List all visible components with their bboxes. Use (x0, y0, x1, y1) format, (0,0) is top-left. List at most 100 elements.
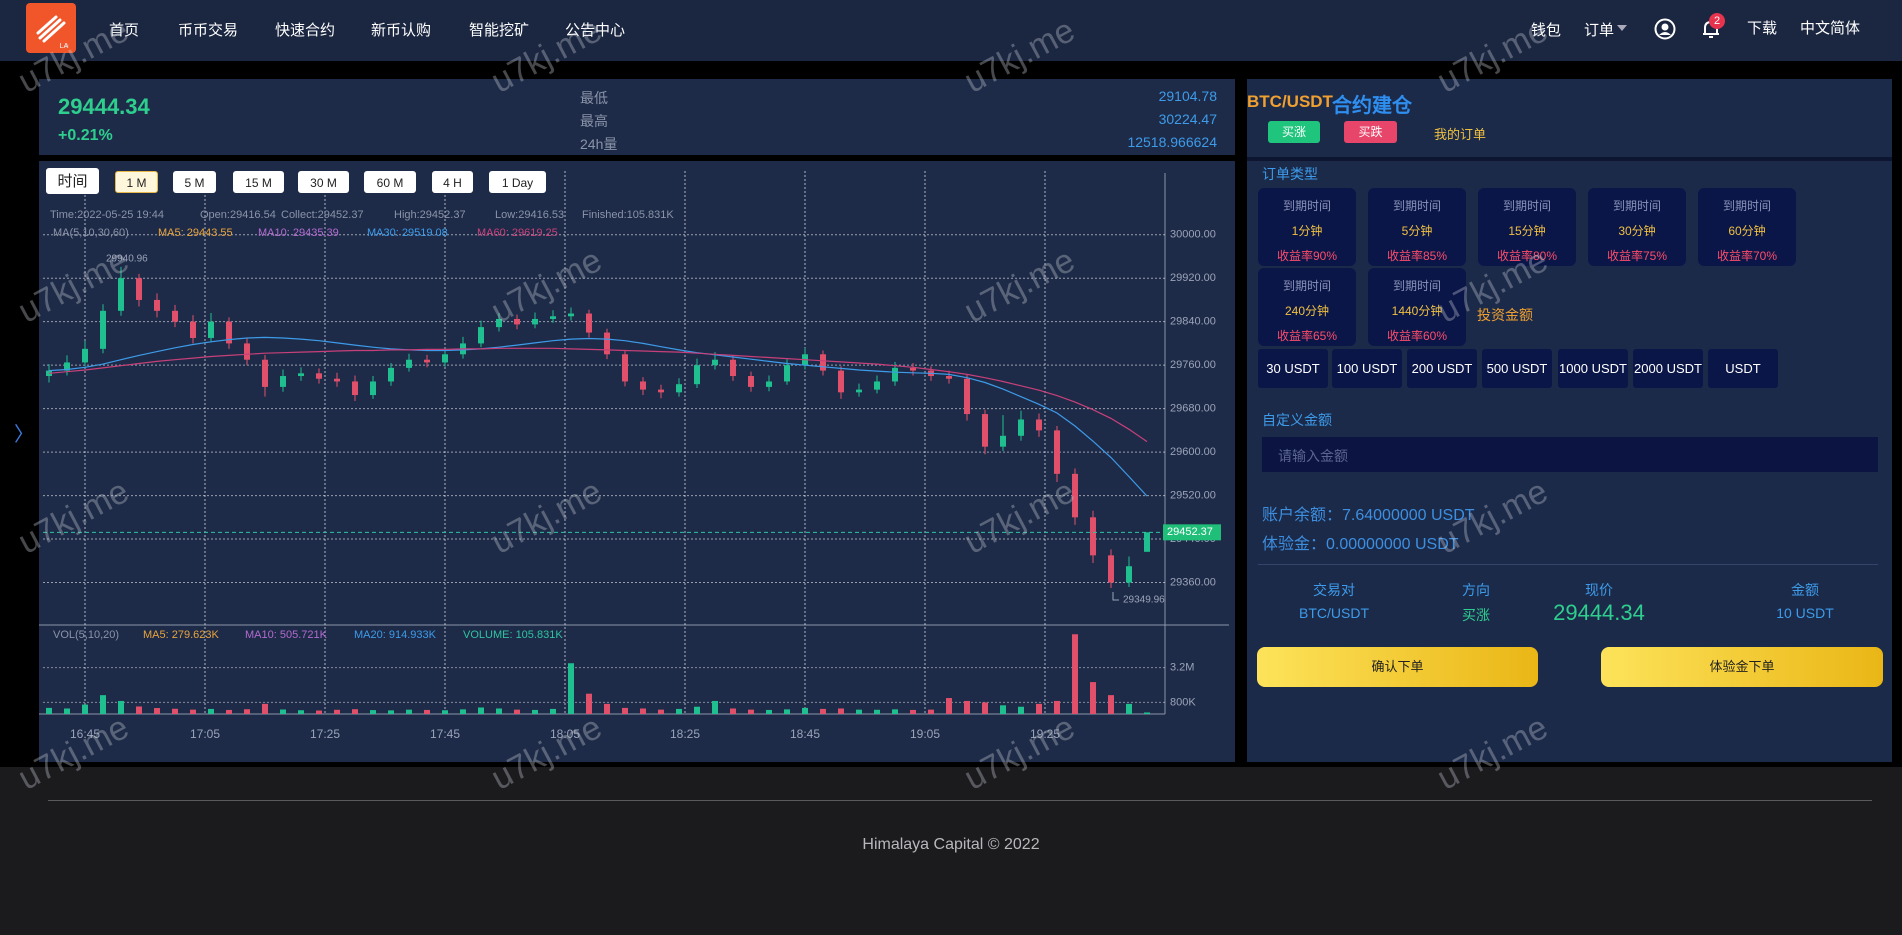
dropdown-caret[interactable] (1617, 25, 1627, 31)
language-link[interactable]: 中文简体 (1800, 20, 1861, 37)
volume-bar (316, 710, 322, 714)
y-tick-label: 29520.00 (1170, 489, 1216, 501)
volume-bar (946, 698, 952, 714)
timeframe-button[interactable]: 5 M (173, 171, 216, 193)
my-orders-link[interactable]: 我的订单 (1434, 127, 1487, 142)
candle-body (100, 310, 106, 349)
volume-bar (118, 700, 124, 714)
divider (1258, 564, 1878, 565)
volume-bar (244, 709, 250, 714)
candle-body (226, 321, 232, 344)
candle-body (658, 389, 664, 393)
timeframe-button[interactable]: 4 H (432, 171, 473, 193)
volume-legend: VOLUME: 105.831K (463, 629, 563, 641)
duration-card[interactable] (1368, 268, 1466, 346)
nav-link[interactable]: 快速合约 (275, 22, 336, 39)
volume-bar (568, 663, 574, 714)
duration-yield: 收益率85% (1386, 249, 1448, 263)
amount-button[interactable]: 1000 USDT (1558, 349, 1628, 388)
confirm-button[interactable]: 确认下单 (1257, 647, 1538, 687)
ma-legend: MA5: 29443.55 (158, 227, 233, 239)
volume-bar (478, 707, 484, 714)
candle-body (442, 354, 448, 363)
chart-info: Collect:29452.37 (281, 209, 364, 221)
duration-card[interactable] (1588, 188, 1686, 266)
candle-body (532, 318, 538, 325)
amount-button[interactable]: 200 USDT (1407, 349, 1477, 388)
candle-body (496, 318, 502, 328)
duration-card[interactable] (1368, 188, 1466, 266)
download-link[interactable]: 下载 (1747, 20, 1778, 37)
amount-button[interactable]: 500 USDT (1482, 349, 1552, 388)
candle-body (730, 359, 736, 377)
amount-button[interactable]: USDT (1708, 349, 1778, 388)
candle-body (1036, 419, 1042, 431)
duration-yield: 收益率60% (1386, 329, 1448, 343)
candle-body (820, 354, 826, 371)
timeframe-button[interactable]: 1 Day (489, 171, 546, 193)
amount-button[interactable]: 30 USDT (1258, 349, 1328, 388)
timeframe-button[interactable]: 时间 (46, 168, 99, 194)
duration-card[interactable] (1258, 188, 1356, 266)
volume-legend: MA5: 279.623K (143, 629, 219, 641)
candle-body (982, 414, 988, 447)
volume-bar (190, 709, 196, 714)
chart-panel (39, 161, 1235, 762)
nav-link[interactable]: 智能挖矿 (469, 22, 530, 39)
timeframe-button[interactable]: 15 M (233, 171, 284, 193)
y-tick-label: 800K (1170, 696, 1196, 708)
logo[interactable]: LA (26, 3, 76, 53)
amount-button[interactable]: 2000 USDT (1633, 349, 1703, 388)
duration-time: 60分钟 (1728, 224, 1766, 238)
ma-legend: MA30: 29519.08 (367, 227, 448, 239)
x-tick-label: 18:45 (790, 727, 820, 741)
wallet-link[interactable]: 钱包 (1531, 22, 1562, 39)
nav-link[interactable]: 新币认购 (371, 22, 432, 39)
nav-link[interactable]: 币币交易 (178, 22, 239, 39)
chart-info: Time:2022-05-25 19:44 (50, 209, 164, 221)
volume-bar (1036, 703, 1042, 714)
candle-body (406, 359, 412, 368)
buy-down-button[interactable]: 买跌 (1344, 121, 1397, 143)
timeframe-button[interactable]: 30 M (298, 171, 349, 193)
buy-up-button[interactable]: 买涨 (1268, 121, 1320, 143)
nav-link[interactable]: 首页 (109, 22, 140, 39)
ma-legend: MA10: 29435.39 (258, 227, 339, 239)
candle-body (82, 348, 88, 363)
duration-card[interactable] (1478, 188, 1576, 266)
duration-yield: 收益率70% (1716, 249, 1778, 263)
duration-time: 15分钟 (1508, 224, 1546, 238)
candle-body (766, 381, 772, 387)
duration-card[interactable] (1698, 188, 1796, 266)
y-tick-label: 29760.00 (1170, 359, 1216, 371)
ma-legend: MA(5,10,30,60) (53, 227, 129, 239)
stat-value: 29104.78 (1158, 88, 1217, 104)
duration-time: 240分钟 (1284, 304, 1330, 318)
panel-title: 合约建仓 (1332, 95, 1412, 117)
duration-caption: 到期时间 (1392, 279, 1441, 293)
trial-order-button[interactable]: 体验金下单 (1601, 647, 1883, 687)
section-label: 订单类型 (1262, 166, 1318, 182)
duration-card[interactable] (1258, 268, 1356, 346)
volume-bar (856, 709, 862, 714)
volume-bar (964, 700, 970, 714)
amount-input[interactable] (1262, 437, 1878, 472)
user-icon[interactable] (1653, 17, 1677, 41)
orders-link[interactable]: 订单 (1584, 22, 1615, 39)
nav-link[interactable]: 公告中心 (565, 22, 626, 39)
volume-legend: VOL(5,10,20) (53, 629, 119, 641)
footer-text: Himalaya Capital © 2022 (862, 836, 1040, 853)
volume-bar (442, 710, 448, 714)
timeframe-button[interactable]: 60 M (364, 171, 416, 193)
amount-button[interactable]: 100 USDT (1332, 349, 1402, 388)
chart-info: Low:29416.53 (495, 209, 564, 221)
side-toggle[interactable]: 〉 (14, 424, 34, 446)
candle-body (64, 362, 70, 371)
volume-legend: MA10: 505.721K (245, 629, 328, 641)
timeframe-button[interactable]: 1 M (115, 171, 158, 193)
candle-body (586, 313, 592, 333)
candle-body (118, 278, 124, 311)
volume-bar (280, 709, 286, 714)
candle-body (622, 354, 628, 382)
